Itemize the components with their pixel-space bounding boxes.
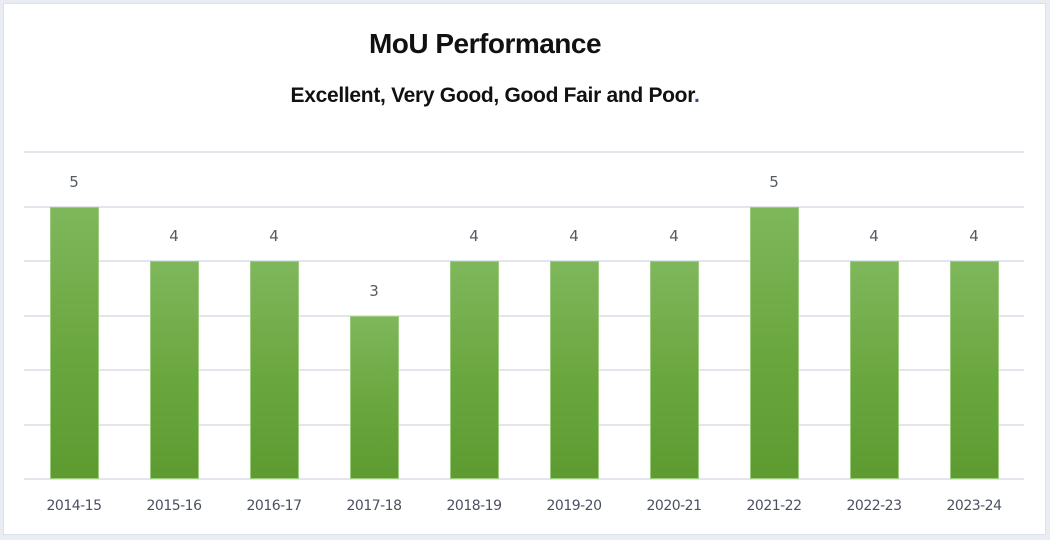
x-axis-label: 2019-20 <box>546 498 603 514</box>
chart-subtitle: Excellent, Very Good, Good Fair and Poor… <box>0 84 990 108</box>
bar-2014-15 <box>49 206 99 479</box>
gridline <box>24 478 1024 480</box>
bar-2021-22 <box>749 206 799 479</box>
data-label: 4 <box>869 227 879 245</box>
x-axis-label: 2018-19 <box>446 498 503 514</box>
data-label: 4 <box>969 227 979 245</box>
gridline <box>24 260 1024 262</box>
bar-2019-20 <box>549 261 599 479</box>
x-axis-label: 2014-15 <box>46 498 103 514</box>
bar-2022-23 <box>849 261 899 479</box>
data-label: 4 <box>469 227 479 245</box>
x-axis-label: 2016-17 <box>246 498 303 514</box>
chart-subtitle-period: . <box>693 84 700 107</box>
x-axis-label: 2017-18 <box>346 498 403 514</box>
x-axis-label: 2023-24 <box>946 498 1003 514</box>
bar-2018-19 <box>449 261 499 479</box>
gridline <box>24 314 1024 317</box>
data-label: 3 <box>369 281 379 300</box>
gridline <box>24 369 1024 371</box>
x-axis-label: 2022-23 <box>846 498 903 514</box>
bar-2017-18 <box>349 315 399 479</box>
bar-2023-24 <box>949 261 999 479</box>
chart-subtitle-text: Excellent, Very Good, Good Fair and Poor <box>290 84 695 107</box>
data-label: 5 <box>769 172 779 191</box>
chart-title: MoU Performance <box>368 28 602 59</box>
bar-2016-17 <box>249 261 299 479</box>
gridline <box>24 205 1024 208</box>
data-label: 4 <box>569 227 579 245</box>
data-label: 5 <box>69 172 79 191</box>
bar-2015-16 <box>149 261 199 479</box>
x-axis-label: 2020-21 <box>646 498 703 514</box>
gridline <box>24 423 1024 426</box>
data-label: 4 <box>269 227 279 245</box>
x-axis-label: 2021-22 <box>746 498 803 514</box>
bar-2020-21 <box>649 261 699 479</box>
data-label: 4 <box>669 227 679 245</box>
gridline <box>24 151 1024 153</box>
data-label: 4 <box>169 227 179 245</box>
x-axis-label: 2015-16 <box>146 498 203 514</box>
plot-area: 5 4 4 3 4 4 4 5 4 4 <box>24 151 1024 480</box>
